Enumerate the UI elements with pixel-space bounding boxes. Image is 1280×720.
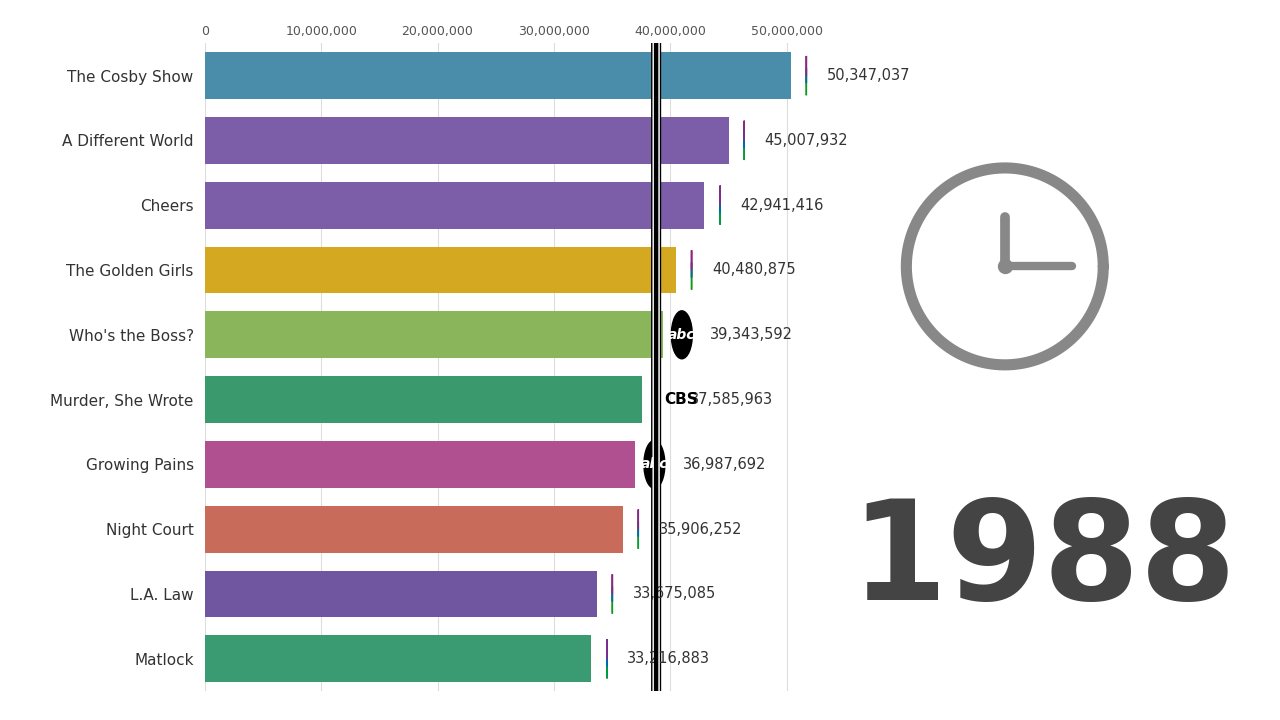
Text: 40,480,875: 40,480,875 xyxy=(712,263,796,277)
Text: 50,347,037: 50,347,037 xyxy=(827,68,910,83)
Circle shape xyxy=(654,0,658,720)
Text: 36,987,692: 36,987,692 xyxy=(684,457,767,472)
Bar xyxy=(205,182,704,228)
Bar xyxy=(205,636,591,682)
Text: 33,675,085: 33,675,085 xyxy=(632,587,716,601)
Text: 39,343,592: 39,343,592 xyxy=(710,328,794,342)
Bar xyxy=(205,441,635,487)
Text: 42,941,416: 42,941,416 xyxy=(741,198,824,212)
Bar xyxy=(205,506,622,552)
Ellipse shape xyxy=(671,311,692,359)
Bar xyxy=(205,117,728,163)
Text: CBS: CBS xyxy=(664,392,698,407)
Circle shape xyxy=(653,0,659,720)
Text: abc: abc xyxy=(668,328,695,342)
Bar xyxy=(205,247,676,293)
Bar xyxy=(205,53,791,99)
Text: 1988: 1988 xyxy=(850,494,1236,629)
Text: abc: abc xyxy=(641,457,668,472)
Circle shape xyxy=(652,0,660,720)
Text: 35,906,252: 35,906,252 xyxy=(659,522,742,536)
Ellipse shape xyxy=(644,441,664,488)
Text: 37,585,963: 37,585,963 xyxy=(690,392,773,407)
Bar xyxy=(205,312,663,358)
Bar xyxy=(205,571,596,617)
Bar xyxy=(205,377,643,423)
Text: 45,007,932: 45,007,932 xyxy=(764,133,849,148)
Text: 33,216,883: 33,216,883 xyxy=(627,652,710,666)
